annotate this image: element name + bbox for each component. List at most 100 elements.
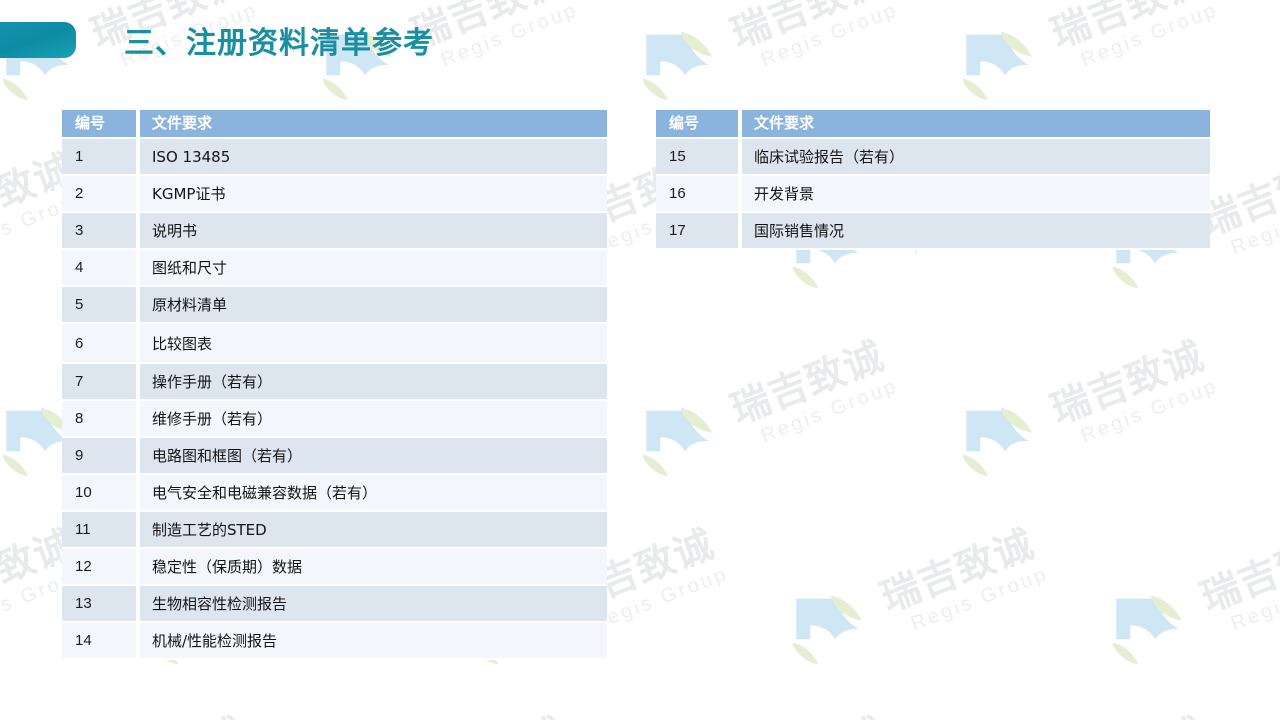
cell-requirement: 原材料清单 (152, 296, 228, 314)
cell-no: 15 (669, 148, 686, 165)
cell-no: 7 (75, 373, 84, 390)
cell-divider (136, 176, 140, 211)
slide-header: 三、注册资料清单参考 (0, 0, 1280, 92)
cell-no: 14 (75, 632, 92, 649)
cell-divider (136, 549, 140, 584)
cell-no: 8 (75, 410, 84, 427)
row-separator (62, 137, 607, 139)
table-row[interactable]: 14 机械/性能检测报告 (62, 623, 607, 658)
table-bottom-edge (656, 248, 1210, 250)
cell-divider (136, 586, 140, 621)
row-separator (62, 285, 607, 287)
table-row[interactable]: 16 开发背景 (656, 176, 1210, 211)
table-row[interactable]: 5 原材料清单 (62, 287, 607, 322)
page-title: 三、注册资料清单参考 (124, 26, 434, 61)
cell-no: 17 (669, 222, 686, 239)
table-row[interactable]: 9 电路图和框图（若有） (62, 438, 607, 473)
row-separator (62, 248, 607, 250)
watermark-en-text: Regis Group (757, 374, 902, 448)
table-row[interactable]: 17 国际销售情况 (656, 213, 1210, 248)
regis-r-logo-icon (960, 406, 1038, 484)
table-row[interactable]: 2 KGMP证书 (62, 176, 607, 211)
table-header-row: 编号 文件要求 (62, 110, 607, 137)
cell-divider (136, 213, 140, 248)
row-separator (62, 211, 607, 213)
table-row[interactable]: 11 制造工艺的STED (62, 512, 607, 547)
cell-no: 13 (75, 595, 92, 612)
cell-divider (136, 364, 140, 399)
cell-requirement: 国际销售情况 (754, 222, 845, 240)
watermark-cn-text: 瑞吉致诚 (1045, 710, 1212, 720)
watermark-en-text: Regis Group (1227, 563, 1280, 636)
cell-no: 2 (75, 185, 84, 202)
regis-r-logo-icon (1110, 594, 1188, 672)
row-separator (62, 322, 607, 324)
cell-divider (136, 401, 140, 436)
table-row[interactable]: 13 生物相容性检测报告 (62, 586, 607, 621)
table-row[interactable]: 3 说明书 (62, 213, 607, 248)
document-table-left: 编号 文件要求 1 ISO 13485 2 KGMP证书 3 说明书 4 图纸和尺寸 5 原材料清单 6… (62, 110, 607, 660)
cell-no: 1 (75, 148, 84, 165)
cell-requirement: 说明书 (152, 222, 198, 240)
regis-r-logo-icon (790, 594, 868, 672)
cell-divider (136, 623, 140, 658)
table-row[interactable]: 8 维修手册（若有） (62, 401, 607, 436)
watermark-en-text: Regis Group (587, 562, 732, 636)
watermark-cn-text: 瑞吉致诚 (724, 333, 891, 434)
row-separator (62, 174, 607, 176)
cell-divider (136, 324, 140, 362)
cell-no: 11 (75, 521, 91, 538)
column-header-no: 编号 (669, 114, 700, 132)
watermark-cn-text: 瑞吉致诚 (1044, 333, 1211, 434)
column-divider (738, 110, 742, 137)
row-separator (62, 584, 607, 586)
watermark-en-text: Regis Group (907, 562, 1052, 636)
regis-r-logo-icon (640, 406, 718, 484)
watermark-cn-text: 瑞吉致诚 (1194, 521, 1280, 622)
cell-requirement: 比较图表 (152, 334, 213, 353)
row-separator (62, 621, 607, 623)
table-row[interactable]: 12 稳定性（保质期）数据 (62, 549, 607, 584)
row-separator (62, 547, 607, 549)
watermark-cn-text: 瑞吉致诚 (85, 710, 252, 720)
watermark-cn-text: 瑞吉致诚 (874, 521, 1041, 622)
row-separator (656, 211, 1210, 213)
table-row[interactable]: 10 电气安全和电磁兼容数据（若有） (62, 475, 607, 510)
table-row[interactable]: 15 临床试验报告（若有） (656, 139, 1210, 174)
cell-no: 3 (75, 222, 84, 239)
cell-requirement: ISO 13485 (152, 147, 231, 166)
cell-requirement: 机械/性能检测报告 (152, 632, 278, 650)
cell-no: 4 (75, 259, 84, 276)
cell-requirement: 稳定性（保质期）数据 (152, 558, 303, 576)
table-row[interactable]: 4 图纸和尺寸 (62, 250, 607, 285)
cell-requirement: 临床试验报告（若有） (754, 148, 905, 166)
table-row[interactable]: 7 操作手册（若有） (62, 364, 607, 399)
column-divider (136, 110, 140, 137)
document-table-right: 编号 文件要求 15 临床试验报告（若有） 16 开发背景 17 国际销售情况 (656, 110, 1210, 250)
cell-divider (136, 475, 140, 510)
row-separator (656, 174, 1210, 176)
cell-no: 12 (75, 558, 92, 575)
cell-no: 5 (75, 296, 84, 313)
table-bottom-edge (62, 658, 607, 660)
cell-no: 6 (75, 334, 84, 352)
table-row[interactable]: 1 ISO 13485 (62, 139, 607, 174)
cell-no: 16 (669, 185, 686, 202)
cell-divider (136, 250, 140, 285)
column-header-requirement: 文件要求 (152, 114, 213, 132)
cell-requirement: 生物相容性检测报告 (152, 595, 288, 613)
cell-requirement: 电路图和框图（若有） (152, 447, 303, 465)
title-accent-bar (0, 22, 76, 58)
cell-requirement: 制造工艺的STED (152, 521, 267, 539)
table-row[interactable]: 6 比较图表 (62, 324, 607, 362)
watermark-cn-text: 瑞吉致诚 (405, 710, 572, 720)
row-separator (62, 510, 607, 512)
cell-divider (136, 512, 140, 547)
